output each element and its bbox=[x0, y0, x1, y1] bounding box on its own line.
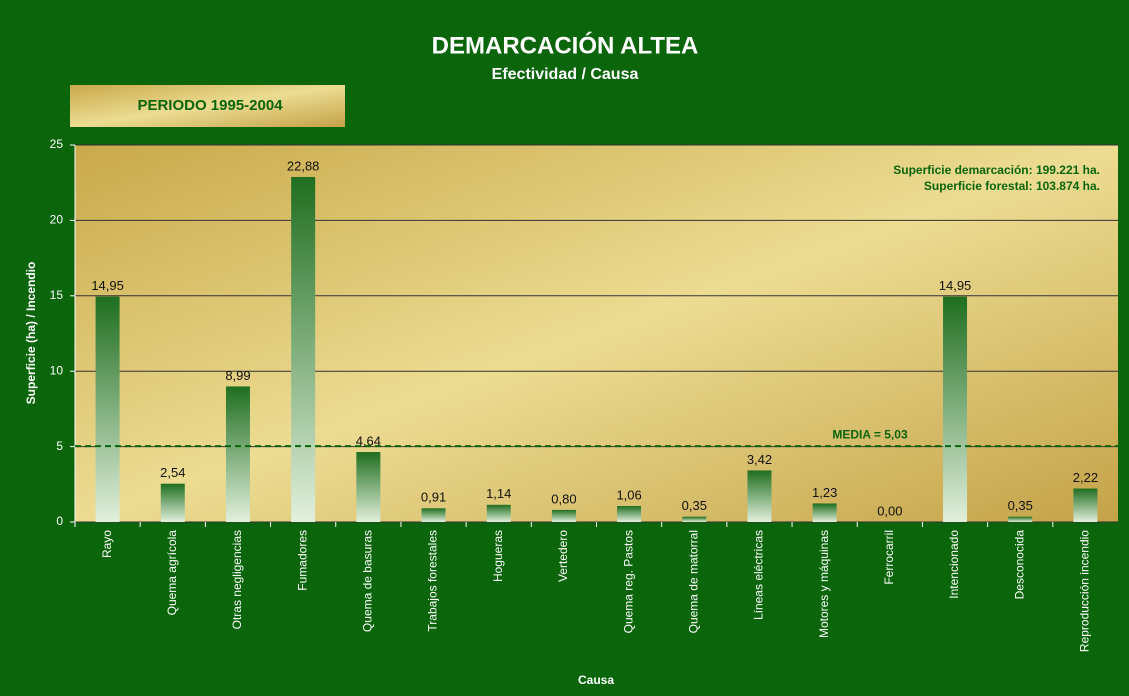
x-tick-label: Trabajos forestales bbox=[426, 530, 440, 632]
value-label: 22,88 bbox=[287, 158, 320, 173]
y-tick-label: 15 bbox=[50, 288, 64, 302]
x-axis-label: Causa bbox=[578, 673, 614, 687]
value-label: 1,14 bbox=[486, 486, 511, 501]
value-label: 4,64 bbox=[356, 433, 381, 448]
value-label: 1,23 bbox=[812, 485, 837, 500]
value-label: 2,22 bbox=[1073, 470, 1098, 485]
bar bbox=[617, 506, 642, 522]
bar bbox=[486, 504, 511, 522]
x-tick-label: Otras negligencias bbox=[230, 530, 244, 629]
x-tick-label: Quema reg. Pastos bbox=[621, 530, 635, 633]
value-label: 0,00 bbox=[877, 503, 902, 518]
bar bbox=[421, 508, 446, 522]
bar bbox=[95, 296, 120, 522]
value-label: 0,91 bbox=[421, 490, 446, 505]
chart-subtitle: Efectividad / Causa bbox=[492, 66, 639, 83]
y-tick-label: 10 bbox=[50, 363, 64, 377]
bar bbox=[943, 296, 968, 522]
x-tick-label: Quema agrícola bbox=[165, 530, 179, 616]
bar bbox=[1008, 516, 1033, 522]
bar bbox=[682, 516, 707, 522]
bar bbox=[747, 470, 772, 522]
y-tick-label: 5 bbox=[56, 439, 63, 453]
x-tick-label: Quema de basuras bbox=[361, 530, 375, 632]
value-label: 0,35 bbox=[682, 498, 707, 513]
x-tick-label: Motores y máquinas bbox=[817, 530, 831, 638]
y-axis-label: Superficie (ha) / Incendio bbox=[24, 262, 38, 405]
value-label: 0,35 bbox=[1008, 498, 1033, 513]
value-label: 1,06 bbox=[616, 487, 641, 502]
period: PERIODO 1995-2004 bbox=[137, 97, 283, 114]
annotation: Superficie forestal: 103.874 ha. bbox=[924, 179, 1100, 193]
value-label: 3,42 bbox=[747, 452, 772, 467]
value-label: 14,95 bbox=[91, 278, 124, 293]
x-tick-label: Intencionado bbox=[947, 530, 961, 599]
bar bbox=[356, 452, 381, 522]
bar bbox=[551, 509, 576, 522]
annotation: Superficie demarcación: 199.221 ha. bbox=[893, 163, 1100, 177]
x-tick-label: Vertedero bbox=[556, 530, 570, 582]
x-tick-label: Rayo bbox=[100, 530, 114, 558]
x-tick-label: Desconocida bbox=[1012, 530, 1026, 600]
chart-title: DEMARCACIÓN ALTEA bbox=[432, 31, 699, 59]
x-tick-label: Reproducción incendio bbox=[1078, 530, 1092, 652]
bar bbox=[291, 176, 316, 522]
value-label: 2,54 bbox=[160, 465, 185, 480]
bar bbox=[812, 503, 837, 522]
mean-label: MEDIA = 5,03 bbox=[832, 427, 908, 441]
bar bbox=[160, 483, 185, 522]
y-tick-label: 25 bbox=[50, 137, 64, 151]
bar bbox=[225, 386, 250, 522]
x-tick-label: Hogueras bbox=[491, 530, 505, 582]
x-tick-label: Fumadores bbox=[295, 530, 309, 591]
period-box bbox=[70, 85, 345, 127]
bar bbox=[1073, 488, 1098, 522]
x-tick-label: Quema de matorral bbox=[686, 530, 700, 633]
x-tick-label: Líneas eléctricas bbox=[752, 530, 766, 620]
y-tick-label: 20 bbox=[50, 213, 64, 227]
x-tick-label: Ferrocarril bbox=[882, 530, 896, 585]
value-label: 8,99 bbox=[225, 368, 250, 383]
value-label: 0,80 bbox=[551, 491, 576, 506]
value-label: 14,95 bbox=[939, 278, 972, 293]
y-tick-label: 0 bbox=[56, 514, 63, 528]
